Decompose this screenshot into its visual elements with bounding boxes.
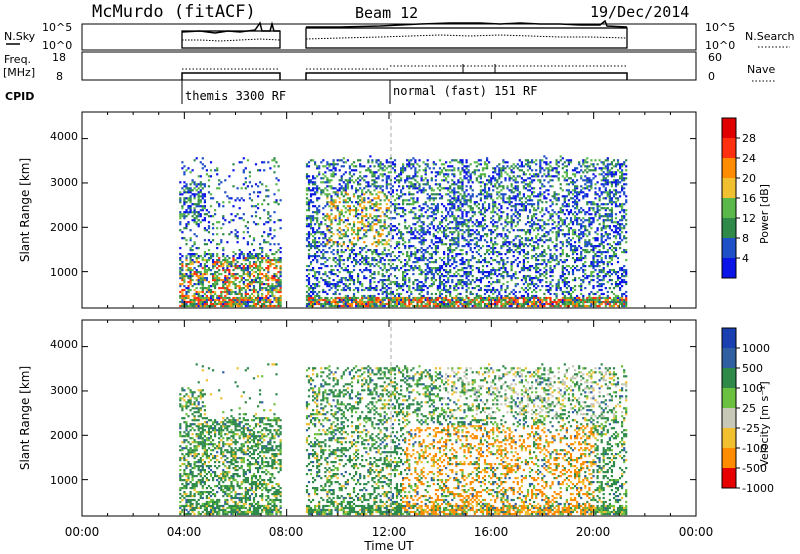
time-tick-3: 12:00: [372, 525, 407, 539]
nsky-panel: N.Sky 10^5 10^0 10^5 10^0 N.Search: [4, 19, 795, 52]
freq-label-1: Freq.: [4, 53, 31, 66]
nave-tick-bottom: 0: [708, 70, 715, 83]
power-ytick-1000: 1000: [50, 266, 78, 279]
colorbar-tick: 25: [742, 402, 756, 415]
power-ytick-3000: 3000: [50, 176, 78, 189]
power-panel: Slant Range [km] 1000 2000 3000 4000 282…: [18, 111, 771, 309]
colorbar-tick: 20: [742, 172, 756, 185]
beam-title: Beam 12: [355, 4, 418, 22]
cpid-mode-1: themis 3300 RF: [185, 89, 286, 103]
freq-tick-bottom: 8: [56, 70, 63, 83]
station-title: McMurdo (fitACF): [92, 2, 256, 22]
power-colorbar-label: Power [dB]: [758, 184, 771, 244]
freq-tick-top: 18: [52, 51, 66, 64]
velocity-scatter-data: [179, 363, 628, 516]
cpid-mode-2: normal (fast) 151 RF: [393, 84, 538, 98]
colorbar-tick: 100: [742, 382, 763, 395]
velocity-ytick-2000: 2000: [50, 429, 78, 442]
cpid-row: CPID themis 3300 RF normal (fast) 151 RF: [5, 80, 538, 104]
power-scatter-data: [179, 155, 628, 308]
colorbar-tick: -500: [742, 462, 767, 475]
freq-label-2: [MHz]: [3, 66, 35, 79]
cpid-label: CPID: [5, 90, 34, 103]
velocity-ytick-4000: 4000: [50, 338, 78, 351]
nsearch-tick-bottom: 10^0: [705, 39, 735, 52]
freq-panel: Freq. [MHz] 18 8 60 0 Nave: [3, 51, 776, 83]
colorbar-tick: 500: [742, 362, 763, 375]
colorbar-tick: 1000: [742, 342, 770, 355]
colorbar-tick: -25: [742, 422, 760, 435]
nsky-tick-top: 10^5: [42, 21, 72, 34]
time-tick-0: 00:00: [65, 525, 100, 539]
time-tick-5: 20:00: [576, 525, 611, 539]
velocity-ytick-3000: 3000: [50, 384, 78, 397]
power-ytick-2000: 2000: [50, 221, 78, 234]
colorbar-tick: 8: [742, 232, 749, 245]
colorbar-tick: 4: [742, 252, 749, 265]
date-title: 19/Dec/2014: [590, 3, 689, 21]
colorbar-tick: 24: [742, 152, 756, 165]
time-tick-4: 16:00: [474, 525, 509, 539]
colorbar-tick: -1000: [742, 482, 774, 495]
time-tick-1: 04:00: [167, 525, 202, 539]
time-tick-6: 00:00: [679, 525, 714, 539]
colorbar-tick: 16: [742, 192, 756, 205]
velocity-panel: Slant Range [km] 1000 2000 3000 4000 100…: [18, 319, 774, 517]
nsearch-label: N.Search: [745, 30, 795, 43]
colorbar-tick: 28: [742, 132, 756, 145]
power-colorbar: 28 24 20 16 12 8 4: [721, 117, 756, 279]
nave-label: Nave: [747, 63, 775, 76]
power-ylabel: Slant Range [km]: [18, 158, 32, 262]
nsky-label: N.Sky: [4, 30, 36, 43]
velocity-colorbar-label: Velocity [m s⁻¹]: [758, 381, 771, 466]
nsky-tick-bottom: 10^0: [42, 39, 72, 52]
velocity-colorbar: 1000 500 100 25 -25 -100 -500 -1000: [721, 327, 774, 495]
colorbar-tick: 12: [742, 212, 756, 225]
power-ytick-4000: 4000: [50, 130, 78, 143]
time-axis: 00:00 04:00 08:00 12:00 16:00 20:00 00:0…: [65, 525, 714, 553]
colorbar-tick: -100: [742, 442, 767, 455]
nave-tick-top: 60: [708, 51, 722, 64]
velocity-ylabel: Slant Range [km]: [18, 366, 32, 470]
velocity-ytick-1000: 1000: [50, 474, 78, 487]
time-axis-label: Time UT: [363, 539, 414, 553]
time-tick-2: 08:00: [269, 525, 304, 539]
nsearch-tick-top: 10^5: [705, 21, 735, 34]
